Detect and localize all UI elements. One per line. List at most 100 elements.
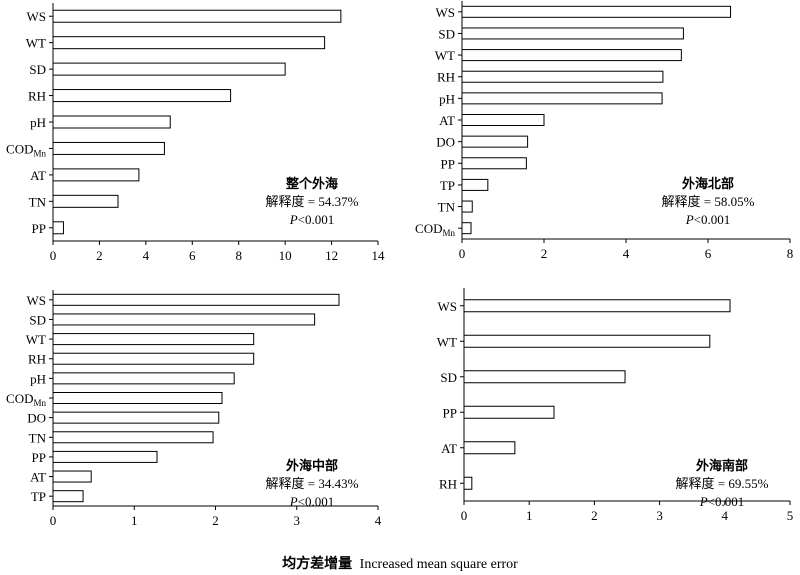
x-tick-label: 10 <box>279 248 292 263</box>
category-label: TN <box>29 430 47 445</box>
category-label: pH <box>439 91 455 106</box>
category-label: TP <box>31 489 46 504</box>
x-tick-label: 8 <box>787 246 794 261</box>
category-label: DO <box>436 135 455 150</box>
category-label: PP <box>32 450 46 465</box>
p-value: P<0.001 <box>289 494 335 509</box>
x-tick-label: 3 <box>294 513 301 528</box>
bar-pp <box>52 221 64 235</box>
bar-tn <box>52 194 119 208</box>
bar-tn <box>461 200 473 213</box>
category-label: PP <box>441 156 455 171</box>
category-label: AT <box>441 441 457 456</box>
x-tick-label: 4 <box>143 248 150 263</box>
x-axis-label-cn: 均方差增量 <box>282 555 352 572</box>
category-label: WT <box>26 332 46 347</box>
bar-wt <box>52 333 255 346</box>
bar-ph <box>52 115 171 129</box>
bar-pp <box>461 157 527 170</box>
bar-sd <box>463 370 626 384</box>
x-tick-label: 8 <box>235 248 242 263</box>
explained-variance: 解释度 = 54.37% <box>266 194 359 209</box>
explained-variance: 解释度 = 58.05% <box>662 194 755 209</box>
category-label: WT <box>26 36 46 51</box>
bar-ws <box>463 299 731 313</box>
category-label: AT <box>30 470 46 485</box>
bar-wt <box>463 334 711 348</box>
bar-tp <box>461 178 489 191</box>
bar-rh <box>463 476 473 490</box>
x-tick-label: 5 <box>787 508 794 523</box>
category-label: TP <box>440 178 455 193</box>
bar-sd <box>52 313 316 326</box>
x-tick-label: 4 <box>375 513 382 528</box>
category-label: CODMn <box>6 391 46 408</box>
p-value: P<0.001 <box>685 212 731 227</box>
bar-sd <box>461 27 684 40</box>
x-tick-label: 12 <box>325 248 338 263</box>
category-label: RH <box>28 352 46 367</box>
category-label: CODMn <box>6 141 46 158</box>
bar-sd <box>52 62 286 76</box>
bar-pp <box>463 405 555 419</box>
category-label: RH <box>437 70 455 85</box>
x-tick-label: 0 <box>459 246 466 261</box>
x-tick-label: 2 <box>541 246 548 261</box>
category-label: AT <box>439 113 455 128</box>
x-axis-label-en: Increased mean square error <box>360 557 519 572</box>
bar-wt <box>52 36 326 50</box>
bar-rh <box>52 89 232 103</box>
category-label: WT <box>437 334 457 349</box>
bar-ph <box>52 372 235 385</box>
x-tick-label: 14 <box>372 248 386 263</box>
x-tick-label: 3 <box>656 508 663 523</box>
bar-do <box>461 135 529 148</box>
bar-ph <box>461 92 663 105</box>
category-label: PP <box>32 221 46 236</box>
x-tick-label: 2 <box>96 248 103 263</box>
bar-ws <box>52 9 342 23</box>
bar-cod-mn <box>52 392 223 404</box>
category-label: RH <box>439 476 457 491</box>
bar-tp <box>52 490 84 503</box>
category-label: PP <box>443 405 457 420</box>
bar-do <box>52 411 220 424</box>
category-label: SD <box>440 370 457 385</box>
p-value: P<0.001 <box>289 212 335 227</box>
category-label: WS <box>27 293 47 308</box>
x-tick-label: 4 <box>623 246 630 261</box>
bar-at <box>52 168 140 182</box>
x-tick-label: 0 <box>461 508 468 523</box>
panel-whole-outer-sea: 0 2 4 6 8 10 12 14 WS WT SD RH pH CODMn AT TN PP 整个外海解释度 … <box>6 3 385 263</box>
bar-tn <box>52 431 214 444</box>
bar-rh <box>461 70 664 83</box>
x-tick-label: 4 <box>722 508 729 523</box>
x-tick-label: 6 <box>189 248 196 263</box>
category-label: SD <box>438 26 455 41</box>
explained-variance: 解释度 = 34.43% <box>266 476 359 491</box>
category-label: SD <box>29 312 46 327</box>
bar-at <box>463 441 516 455</box>
region-title: 外海北部 <box>681 176 734 191</box>
bar-ws <box>461 5 732 18</box>
category-label: pH <box>30 371 46 386</box>
category-label: TN <box>29 194 47 209</box>
category-label: AT <box>30 168 46 183</box>
category-label: TN <box>438 200 456 215</box>
bar-at <box>461 114 545 126</box>
bar-ws <box>52 293 340 306</box>
region-title: 外海南部 <box>695 458 748 473</box>
x-tick-label: 2 <box>212 513 219 528</box>
bar-cod-mn <box>461 222 472 235</box>
category-label: WT <box>435 48 455 63</box>
bar-at <box>52 470 92 483</box>
category-label: WS <box>436 5 456 20</box>
x-tick-label: 2 <box>591 508 598 523</box>
bar-cod-mn <box>52 141 165 155</box>
x-tick-label: 1 <box>526 508 533 523</box>
category-label: WS <box>438 299 458 314</box>
bar-pp <box>52 450 158 463</box>
